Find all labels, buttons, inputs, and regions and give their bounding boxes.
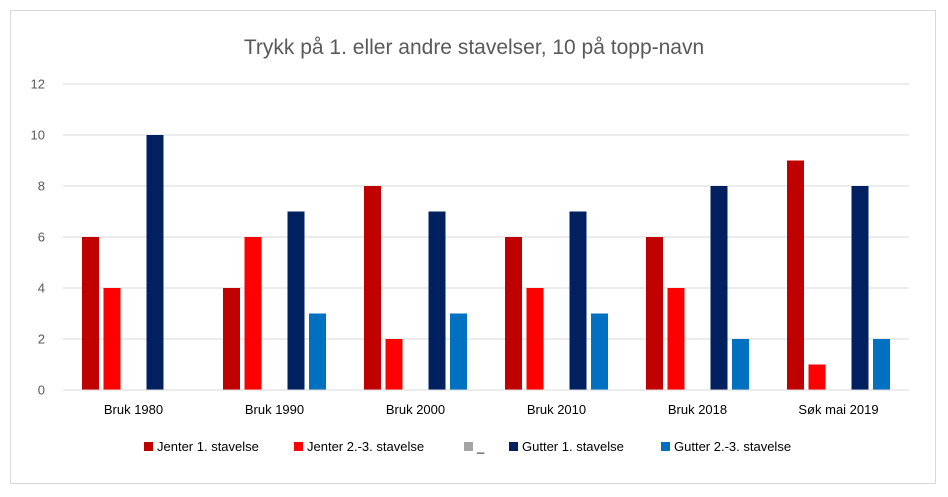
legend-label: Gutter 2.-3. stavelse: [674, 439, 791, 454]
legend-swatch: [509, 442, 518, 451]
x-category-label: Bruk 2018: [668, 402, 727, 417]
y-tick-label: 2: [38, 332, 45, 347]
bar-1-6: [787, 160, 804, 390]
y-tick-label: 12: [31, 77, 45, 92]
bar-4-6: [851, 186, 869, 390]
bar-4-4: [569, 211, 587, 390]
y-tick-label: 0: [38, 383, 45, 398]
bar-1-4: [505, 237, 522, 390]
bar-4-1: [146, 135, 164, 390]
bar-5-2: [309, 313, 326, 390]
bar-2-3: [385, 339, 403, 390]
x-category-label: Bruk 1990: [245, 402, 304, 417]
bars: [63, 135, 909, 391]
bar-5-5: [732, 339, 749, 390]
bar-1-5: [646, 237, 663, 390]
bar-2-2: [244, 237, 262, 390]
bar-2-4: [526, 288, 544, 390]
y-axis-ticks: 0 2 4 6 8 10 12: [31, 77, 45, 398]
y-tick-label: 10: [31, 128, 45, 143]
legend-swatch: [661, 442, 670, 451]
legend-label: Jenter 2.-3. stavelse: [307, 439, 424, 454]
x-category-label: Bruk 2010: [527, 402, 586, 417]
legend-label: _: [476, 439, 485, 454]
bar-4-3: [428, 211, 446, 390]
chart-title: Trykk på 1. eller andre stavelser, 10 på…: [244, 36, 704, 59]
legend-label: Gutter 1. stavelse: [522, 439, 624, 454]
bar-4-2: [287, 211, 305, 390]
bar-2-5: [667, 288, 685, 390]
chart-frame: Trykk på 1. eller andre stavelser, 10 på…: [10, 10, 936, 484]
legend-label: Jenter 1. stavelse: [157, 439, 259, 454]
x-category-label: Bruk 2000: [386, 402, 445, 417]
y-tick-label: 8: [38, 179, 45, 194]
x-category-label: Bruk 1980: [104, 402, 163, 417]
legend-swatch: [144, 442, 153, 451]
legend-swatch: [294, 442, 303, 451]
bar-5-4: [591, 313, 608, 390]
bar-5-6: [873, 339, 890, 390]
bar-1-3: [364, 186, 381, 390]
legend: Jenter 1. stavelse Jenter 2.-3. stavelse _…: [144, 439, 791, 454]
bar-4-5: [710, 186, 728, 390]
x-axis-categories: Bruk 1980 Bruk 1990 Bruk 2000 Bruk 2010 Bruk…: [104, 402, 879, 417]
bar-5-3: [450, 313, 467, 390]
gridlines: [63, 83, 909, 391]
bar-1-1: [82, 237, 99, 390]
legend-swatch: [464, 442, 473, 451]
x-category-label: Søk mai 2019: [798, 402, 878, 417]
y-tick-label: 4: [38, 281, 45, 296]
bar-chart: Trykk på 1. eller andre stavelser, 10 på…: [31, 36, 909, 454]
y-tick-label: 6: [38, 230, 45, 245]
bar-2-1: [103, 288, 121, 390]
bar-2-6: [808, 364, 826, 390]
bar-1-2: [223, 288, 240, 390]
